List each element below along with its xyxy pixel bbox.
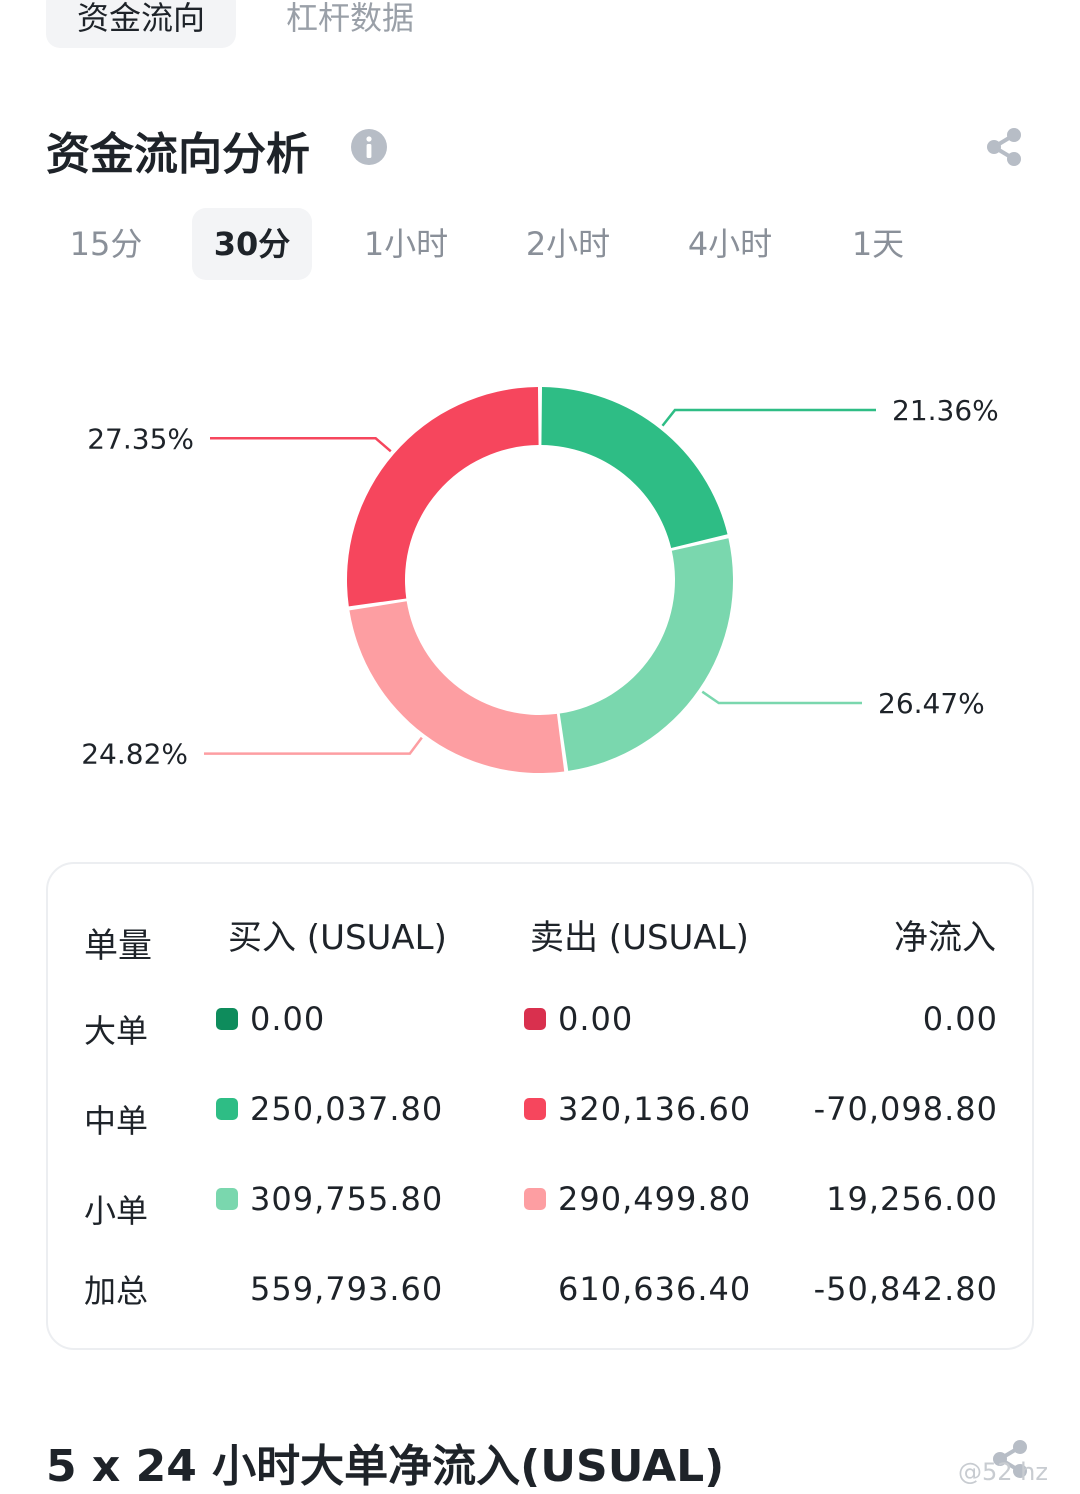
tab-margin-data[interactable]: 杠杆数据: [286, 0, 415, 37]
sell-total: 610,636.40: [558, 1270, 752, 1308]
header-order-size: 单量: [84, 926, 152, 966]
share-icon[interactable]: [990, 1438, 1030, 1480]
sell-color-swatch: [524, 1008, 546, 1030]
fund-flow-table: 单量 买入 (USUAL) 卖出 (USUAL) 净流入 大单 0.00 0.0…: [46, 862, 1034, 1350]
donut-leader-line: [210, 437, 392, 453]
section-title: 资金流向分析: [46, 129, 310, 180]
period-4h[interactable]: 4小时: [687, 225, 773, 263]
donut-slice-label: 26.47%: [878, 687, 985, 720]
header-sell: 卖出 (USUAL): [530, 918, 749, 958]
donut-slice: [541, 387, 728, 549]
large-order-net-inflow-title: 5 x 24 小时大单净流入(USUAL): [46, 1441, 725, 1492]
tab-fund-flow[interactable]: 资金流向: [46, 0, 236, 48]
donut-slice-label: 27.35%: [87, 422, 194, 455]
share-icon[interactable]: [984, 126, 1024, 168]
net-value: 0.00: [922, 1000, 998, 1038]
donut-slice: [347, 387, 539, 607]
period-1d[interactable]: 1天: [851, 225, 905, 263]
net-value: 19,256.00: [826, 1180, 998, 1218]
donut-slice-label: 21.36%: [892, 394, 999, 427]
row-label-total: 加总: [84, 1272, 149, 1310]
buy-value: 0.00: [250, 1000, 326, 1038]
period-30m[interactable]: 30分: [192, 208, 312, 280]
buy-value: 309,755.80: [250, 1180, 444, 1218]
top-tabs: 资金流向 杠杆数据: [0, 0, 1080, 60]
buy-color-swatch: [216, 1098, 238, 1120]
donut-leader-line: [701, 690, 862, 705]
buy-value: 250,037.80: [250, 1090, 444, 1128]
donut-leader-line: [204, 736, 423, 755]
donut-slice: [349, 601, 565, 773]
sell-value: 0.00: [558, 1000, 634, 1038]
period-15m[interactable]: 15分: [69, 225, 143, 263]
info-icon[interactable]: [350, 128, 388, 166]
watermark: @52 hz: [958, 1458, 1048, 1486]
row-label: 小单: [84, 1192, 149, 1230]
period-1h[interactable]: 1小时: [363, 225, 449, 263]
period-2h[interactable]: 2小时: [525, 225, 611, 263]
row-label: 中单: [84, 1102, 149, 1140]
donut-slice: [559, 538, 733, 771]
buy-color-swatch: [216, 1008, 238, 1030]
net-value: -70,098.80: [813, 1090, 998, 1128]
sell-color-swatch: [524, 1098, 546, 1120]
donut-slice-label: 24.82%: [81, 738, 188, 771]
sell-value: 290,499.80: [558, 1180, 752, 1218]
fund-flow-donut-chart: 21.36% 26.47% 24.82% 27.35%: [81, 387, 999, 773]
net-total: -50,842.80: [813, 1270, 998, 1308]
buy-total: 559,793.60: [250, 1270, 444, 1308]
donut-leader-line: [661, 408, 876, 427]
buy-color-swatch: [216, 1188, 238, 1210]
header-buy: 买入 (USUAL): [228, 918, 447, 958]
header-net-inflow: 净流入: [894, 918, 996, 958]
row-label: 大单: [84, 1012, 149, 1050]
sell-value: 320,136.60: [558, 1090, 752, 1128]
sell-color-swatch: [524, 1188, 546, 1210]
